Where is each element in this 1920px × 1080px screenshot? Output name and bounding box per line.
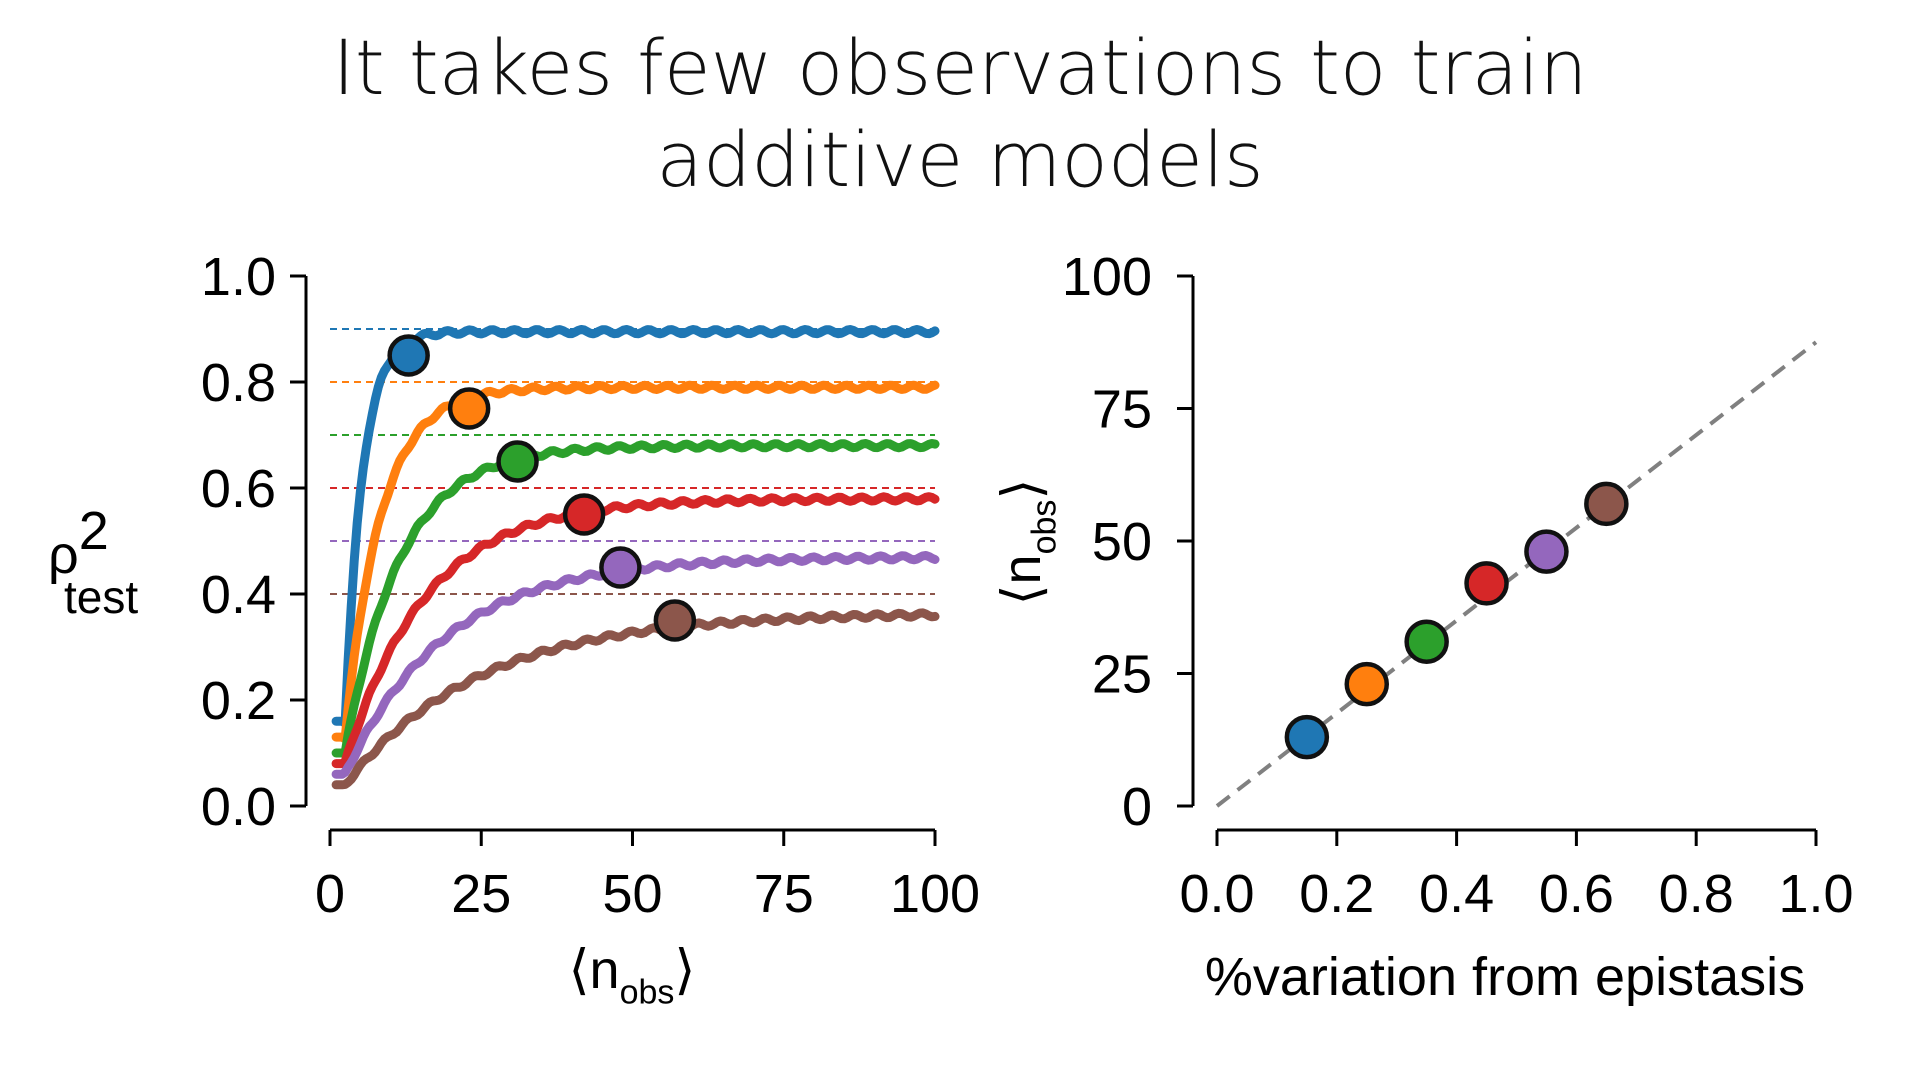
right-y-tick-label: 25 bbox=[1092, 645, 1152, 705]
series-line-brown bbox=[331, 608, 940, 790]
right-x-tick-label: 0.0 bbox=[1179, 864, 1254, 924]
marker-brown bbox=[653, 599, 697, 642]
right-reference-line bbox=[1215, 340, 1818, 808]
reference-dashed-line bbox=[1215, 340, 1818, 808]
label-tail: ⟩ bbox=[674, 940, 695, 1000]
left-x-tick-label: 0 bbox=[315, 864, 345, 924]
right-x-tick-label: 0.8 bbox=[1659, 864, 1734, 924]
right-axes: 0 25 50 75 100 0.0 0.2 0.4 0.6 0.8 1.0 bbox=[1062, 247, 1854, 924]
right-y-tick-label: 0 bbox=[1122, 777, 1152, 837]
figure-title-line-1: It takes few observations to train bbox=[332, 23, 1588, 112]
marker-orange bbox=[447, 387, 491, 430]
right-y-tick-label: 50 bbox=[1092, 512, 1152, 572]
label-main: ⟨n bbox=[992, 554, 1052, 605]
point-green bbox=[1404, 619, 1449, 664]
left-y-tick-label: 0.2 bbox=[201, 671, 276, 731]
series-line-red bbox=[331, 492, 940, 769]
label-tail: ⟩ bbox=[992, 478, 1052, 499]
marker-red bbox=[562, 493, 606, 536]
marker-purple bbox=[599, 546, 642, 589]
left-x-tick-label: 50 bbox=[602, 864, 662, 924]
left-chart: 0.0 0.2 0.4 0.6 0.8 1.0 0 25 50 75 100 ρ2 test ⟨nob… bbox=[48, 247, 980, 1011]
right-x-axis-label: %variation from epistasis bbox=[1205, 947, 1805, 1007]
series-line-blue bbox=[331, 325, 940, 728]
label-main: ⟨n bbox=[568, 940, 619, 1000]
right-x-tick-label: 0.2 bbox=[1299, 864, 1374, 924]
right-x-tick-label: 0.4 bbox=[1419, 864, 1494, 924]
left-x-tick-label: 25 bbox=[451, 864, 511, 924]
point-red bbox=[1464, 561, 1509, 606]
left-y-tick-label: 0.0 bbox=[201, 777, 276, 837]
point-orange bbox=[1344, 661, 1389, 707]
label-subscript: obs bbox=[620, 973, 675, 1011]
left-y-tick-label: 1.0 bbox=[201, 247, 276, 307]
left-x-axis-label: ⟨nobs⟩ bbox=[568, 940, 695, 1011]
right-x-tick-label: 1.0 bbox=[1778, 864, 1853, 924]
label-subscript: test bbox=[64, 571, 138, 623]
right-points bbox=[1284, 481, 1629, 760]
point-purple bbox=[1524, 529, 1569, 574]
right-y-tick-label: 100 bbox=[1062, 247, 1152, 307]
label-superscript: 2 bbox=[79, 501, 109, 561]
point-blue bbox=[1284, 714, 1330, 760]
right-chart: 0 25 50 75 100 0.0 0.2 0.4 0.6 0.8 1.0 ⟨nobs⟩ %var… bbox=[992, 247, 1854, 1007]
left-y-tick-label: 0.6 bbox=[201, 459, 276, 519]
right-y-tick-label: 75 bbox=[1092, 380, 1152, 440]
left-y-tick-label: 0.8 bbox=[201, 353, 276, 413]
label-main: ρ bbox=[48, 525, 79, 585]
figure-title: It takes few observations to train addit… bbox=[0, 22, 1920, 206]
figure-title-line-2: additive models bbox=[656, 115, 1264, 204]
right-y-axis-label: ⟨nobs⟩ bbox=[992, 478, 1063, 605]
left-x-tick-label: 100 bbox=[890, 864, 980, 924]
series-line-purple bbox=[331, 551, 940, 779]
marker-green bbox=[496, 440, 539, 483]
left-markers bbox=[387, 334, 697, 642]
series-line-green bbox=[331, 439, 940, 758]
left-y-tick-label: 0.4 bbox=[201, 565, 276, 625]
right-x-tick-label: 0.6 bbox=[1539, 864, 1614, 924]
left-x-tick-label: 75 bbox=[754, 864, 814, 924]
label-subscript: obs bbox=[1025, 500, 1063, 555]
left-axes: 0.0 0.2 0.4 0.6 0.8 1.0 0 25 50 75 100 bbox=[201, 247, 980, 924]
left-y-axis-label: ρ2 test bbox=[48, 501, 138, 623]
marker-blue bbox=[387, 334, 430, 377]
series-line-orange bbox=[331, 380, 940, 744]
point-brown bbox=[1584, 481, 1629, 527]
